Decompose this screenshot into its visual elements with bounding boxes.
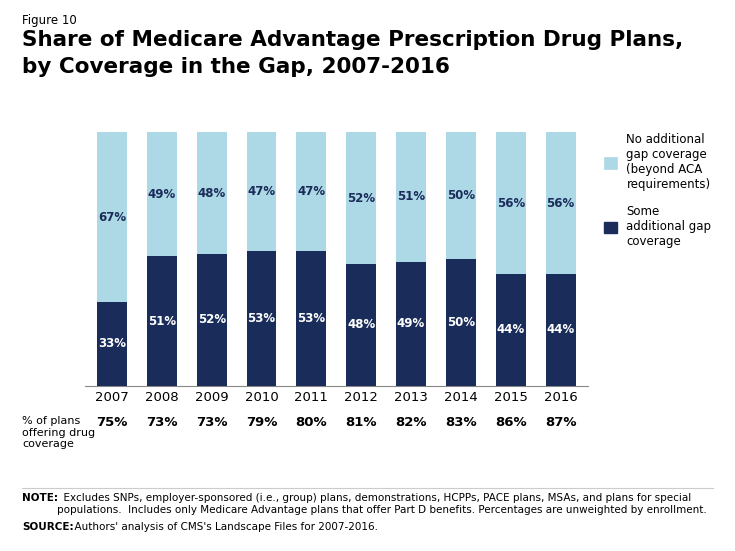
Text: 48%: 48% bbox=[347, 318, 376, 331]
Text: by Coverage in the Gap, 2007-2016: by Coverage in the Gap, 2007-2016 bbox=[22, 57, 450, 77]
Bar bbox=[246, 132, 276, 251]
Text: 73%: 73% bbox=[146, 416, 178, 429]
Bar bbox=[446, 132, 476, 259]
Text: 56%: 56% bbox=[546, 197, 575, 210]
Text: 51%: 51% bbox=[148, 315, 176, 327]
Text: 47%: 47% bbox=[248, 185, 276, 198]
Bar bbox=[296, 132, 326, 251]
Legend: No additional
gap coverage
(beyond ACA
requirements), Some
additional gap
covera: No additional gap coverage (beyond ACA r… bbox=[604, 133, 711, 249]
Text: 50%: 50% bbox=[447, 316, 475, 329]
Text: Excludes SNPs, employer-sponsored (i.e., group) plans, demonstrations, HCPPs, PA: Excludes SNPs, employer-sponsored (i.e.,… bbox=[57, 493, 707, 515]
Text: 73%: 73% bbox=[196, 416, 227, 429]
Text: 48%: 48% bbox=[198, 187, 226, 199]
Bar bbox=[197, 132, 226, 254]
Text: 80%: 80% bbox=[295, 416, 327, 429]
Text: 53%: 53% bbox=[248, 312, 276, 325]
Text: 79%: 79% bbox=[245, 416, 277, 429]
Bar bbox=[545, 274, 576, 386]
Text: 86%: 86% bbox=[495, 416, 526, 429]
Text: 51%: 51% bbox=[397, 191, 425, 203]
Bar bbox=[97, 302, 127, 386]
Text: 81%: 81% bbox=[345, 416, 377, 429]
Text: 56%: 56% bbox=[497, 197, 525, 210]
Bar bbox=[346, 264, 376, 386]
Text: 49%: 49% bbox=[148, 188, 176, 201]
Text: Authors' analysis of CMS's Landscape Files for 2007-2016.: Authors' analysis of CMS's Landscape Fil… bbox=[68, 522, 378, 532]
Text: NOTE:: NOTE: bbox=[22, 493, 58, 503]
Text: 44%: 44% bbox=[546, 323, 575, 337]
Text: % of plans
offering drug
coverage: % of plans offering drug coverage bbox=[22, 416, 95, 449]
Text: 52%: 52% bbox=[347, 192, 376, 204]
Bar bbox=[496, 132, 526, 274]
Bar bbox=[396, 262, 426, 386]
Text: 67%: 67% bbox=[98, 210, 126, 224]
Text: 87%: 87% bbox=[545, 416, 576, 429]
Bar bbox=[147, 256, 176, 386]
Bar bbox=[246, 251, 276, 386]
Text: THE HENRY J.
KAISER
FAMILY
FOUNDATION: THE HENRY J. KAISER FAMILY FOUNDATION bbox=[644, 494, 698, 525]
Text: 75%: 75% bbox=[96, 416, 128, 429]
Bar bbox=[97, 132, 127, 302]
Bar bbox=[147, 132, 176, 256]
Text: 44%: 44% bbox=[497, 323, 525, 337]
Text: 49%: 49% bbox=[397, 317, 425, 330]
Text: 83%: 83% bbox=[445, 416, 477, 429]
Bar bbox=[496, 274, 526, 386]
Bar bbox=[446, 259, 476, 386]
Text: Share of Medicare Advantage Prescription Drug Plans,: Share of Medicare Advantage Prescription… bbox=[22, 30, 684, 50]
Bar bbox=[197, 254, 226, 386]
Text: 47%: 47% bbox=[297, 185, 326, 198]
Text: 82%: 82% bbox=[395, 416, 427, 429]
Text: SOURCE:: SOURCE: bbox=[22, 522, 74, 532]
Text: 50%: 50% bbox=[447, 189, 475, 202]
Text: 52%: 52% bbox=[198, 314, 226, 326]
Bar bbox=[346, 132, 376, 264]
Text: Figure 10: Figure 10 bbox=[22, 14, 76, 27]
Bar bbox=[545, 132, 576, 274]
Text: 53%: 53% bbox=[297, 312, 326, 325]
Bar bbox=[396, 132, 426, 262]
Bar bbox=[296, 251, 326, 386]
Text: 33%: 33% bbox=[98, 337, 126, 350]
